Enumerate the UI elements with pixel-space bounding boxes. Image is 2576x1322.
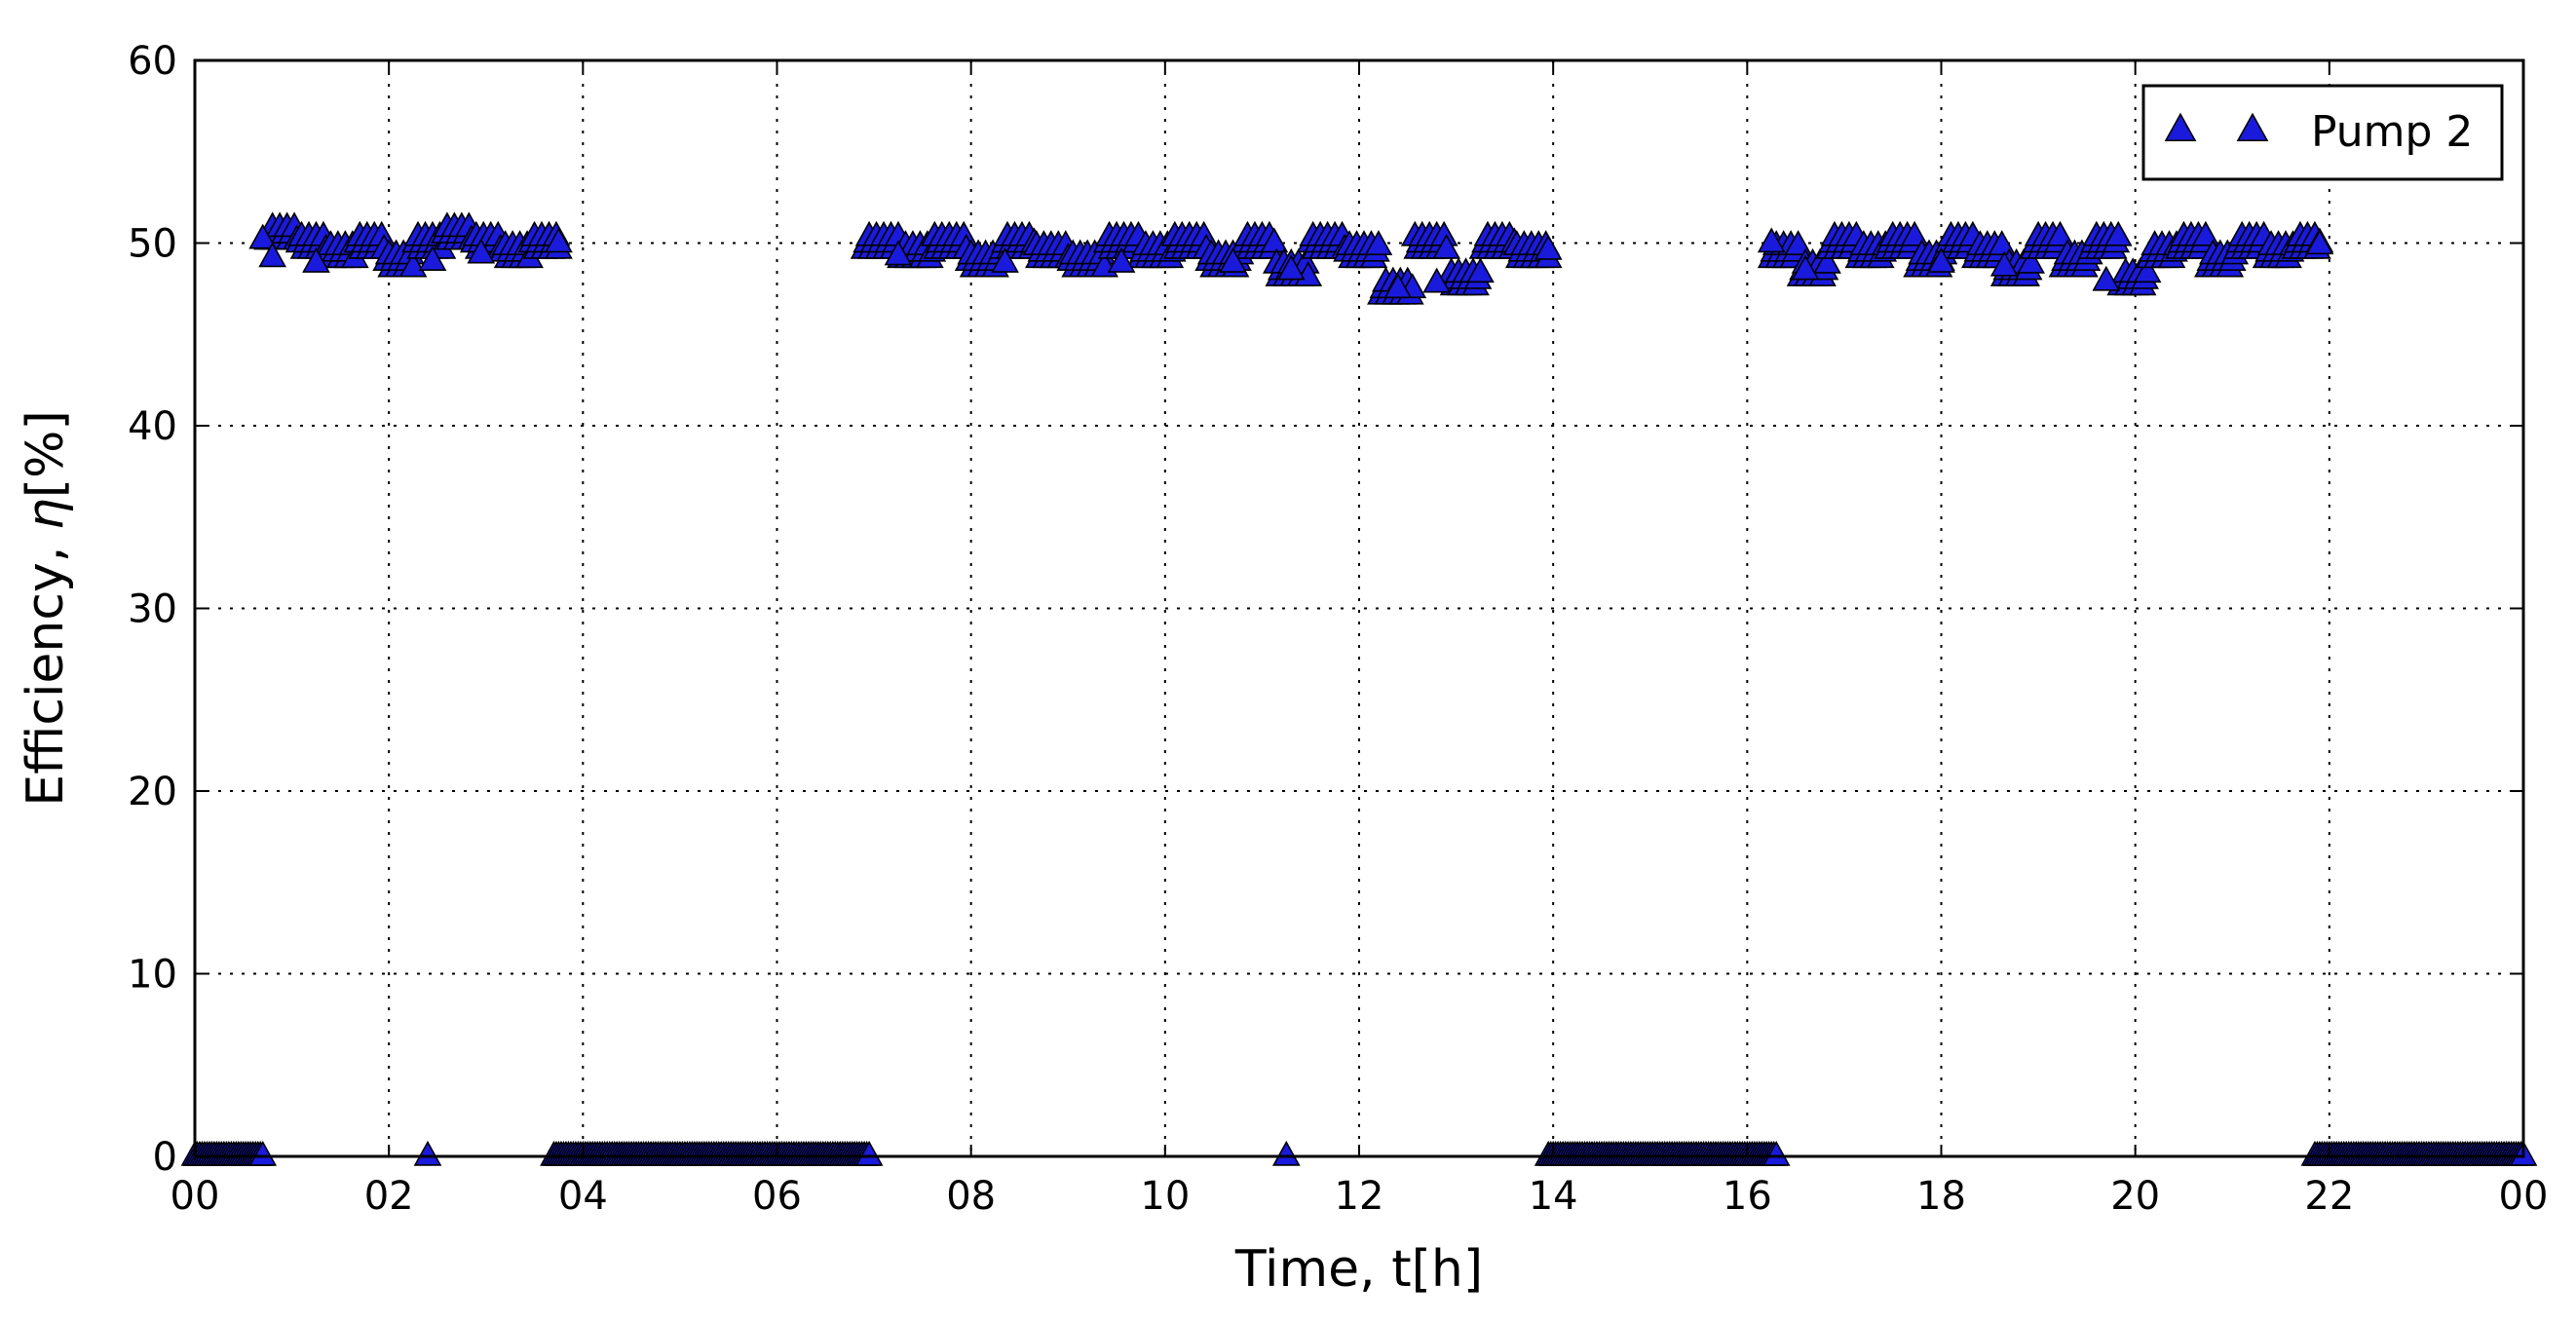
data-point: [1534, 234, 1563, 260]
legend-marker: [2236, 112, 2269, 142]
data-point: [884, 240, 913, 266]
data-point: [1364, 230, 1393, 256]
y-axis-label-prefix: Efficiency,: [17, 530, 75, 807]
x-tick-label: 04: [558, 1174, 608, 1219]
x-tick-label: 22: [2304, 1174, 2354, 1219]
x-tick-label: 00: [2499, 1174, 2549, 1219]
x-tick-label: 20: [2110, 1174, 2160, 1219]
data-point: [1107, 246, 1136, 273]
y-axis-label-symbol: η: [17, 498, 75, 530]
data-point: [467, 238, 496, 264]
data-point: [545, 227, 573, 253]
y-tick-label: 40: [128, 404, 177, 449]
data-point: [1757, 227, 1786, 253]
x-tick-label: 02: [364, 1174, 414, 1219]
y-tick-label: 50: [128, 222, 177, 267]
y-tick-label: 0: [153, 1135, 177, 1180]
data-point: [1784, 230, 1812, 256]
data-point: [2046, 220, 2074, 246]
data-point: [258, 242, 287, 268]
data-point: [1383, 273, 1413, 299]
data-point: [2103, 220, 2133, 246]
x-tick-label: 18: [1916, 1174, 1966, 1219]
data-point: [1422, 267, 1452, 293]
data-point: [2191, 220, 2220, 246]
data-point: [1791, 254, 1820, 281]
data-point: [1466, 257, 1495, 283]
data-point: [1219, 246, 1247, 273]
axis-ticks: [194, 59, 2524, 1157]
data-point: [2017, 247, 2045, 274]
data-point: [418, 246, 447, 271]
x-tick-label: 12: [1335, 1174, 1384, 1219]
data-point: [1432, 233, 1460, 259]
x-tick-label: 06: [752, 1174, 802, 1219]
y-axis-label: Efficiency, η[%]: [17, 410, 75, 807]
data-points: [180, 211, 2538, 1166]
x-tick-label: 00: [170, 1174, 220, 1219]
y-axis-label-suffix: [%]: [17, 410, 75, 498]
data-point: [1927, 246, 1955, 273]
data-point: [1813, 247, 1841, 274]
y-tick-labels: 0 10 20 30 40 50 60: [128, 39, 177, 1180]
legend-box: [2141, 84, 2504, 181]
legend: Pump 2: [2141, 84, 2504, 181]
data-point: [1989, 250, 2019, 277]
data-point: [2305, 229, 2334, 255]
data-point: [1988, 230, 2017, 256]
legend-marker: [2164, 112, 2197, 142]
x-tick-label: 10: [1140, 1174, 1190, 1219]
data-point: [1900, 220, 1929, 246]
data-point: [991, 246, 1019, 273]
data-point: [413, 1140, 442, 1166]
data-point: [248, 223, 278, 249]
y-tick-label: 60: [128, 39, 177, 84]
data-point: [1260, 227, 1289, 253]
x-tick-label: 16: [1723, 1174, 1772, 1219]
x-tick-label: 08: [946, 1174, 996, 1219]
y-tick-label: 20: [128, 770, 177, 814]
y-tick-label: 10: [128, 953, 177, 998]
data-point: [854, 1140, 884, 1166]
data-point: [1271, 1140, 1301, 1166]
y-tick-label: 30: [128, 587, 177, 632]
data-point: [2092, 265, 2121, 291]
legend-label-pump-2: Pump 2: [2311, 107, 2473, 157]
data-point: [1762, 1140, 1791, 1166]
data-point: [2133, 257, 2162, 283]
data-point: [1276, 254, 1306, 281]
data-point: [302, 246, 330, 273]
x-axis-label: Time, t[h]: [1234, 1240, 1483, 1299]
x-tick-labels: 00 02 04 06 08 10 12 14 16 18 20 22 00: [170, 1174, 2549, 1219]
data-point: [248, 1140, 278, 1166]
grid-lines: [195, 60, 2523, 1156]
x-tick-label: 14: [1529, 1174, 1578, 1219]
